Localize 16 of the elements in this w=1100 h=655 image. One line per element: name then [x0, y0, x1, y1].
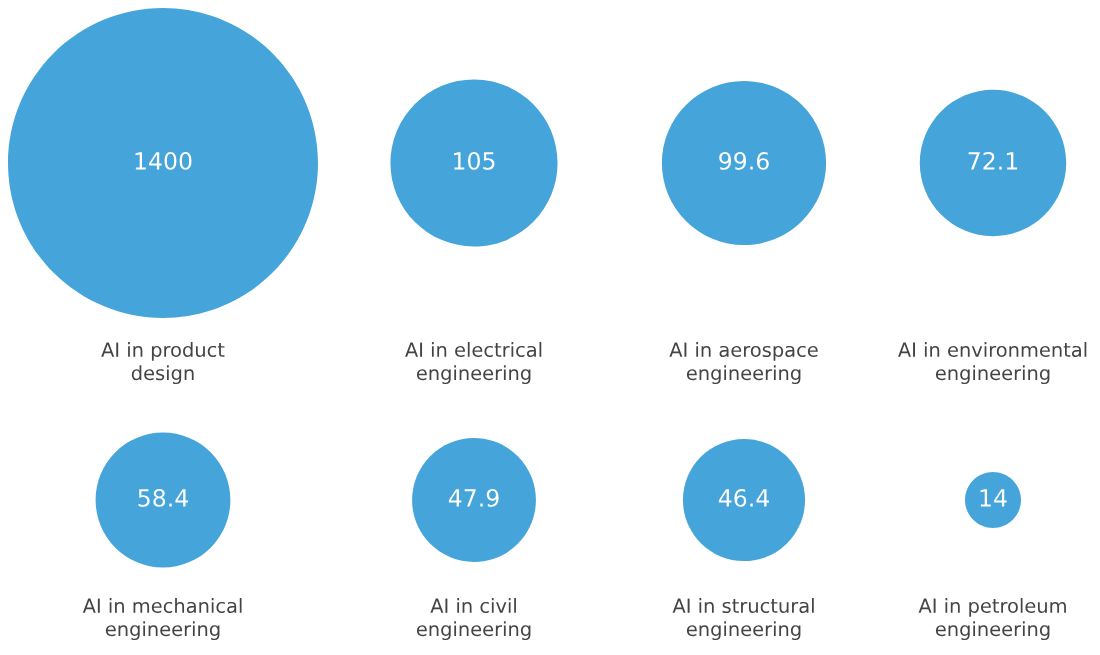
category-label: AI in mechanical engineering [82, 598, 242, 641]
category-label: AI in electrical engineering [405, 342, 542, 385]
category-label: AI in civil engineering [416, 598, 531, 641]
data-label: 72.1 [968, 151, 1018, 170]
data-label: 47.9 [448, 488, 499, 507]
data-label: 14 [980, 489, 1007, 507]
data-label: 1400 [135, 151, 192, 170]
category-label: AI in product design [101, 342, 225, 385]
category-label: AI in structural engineering [672, 598, 814, 641]
data-label: 99.6 [719, 151, 769, 170]
data-label: 58.4 [138, 488, 188, 507]
data-label: 105 [454, 151, 495, 170]
category-label: AI in petroleum engineering [918, 598, 1066, 641]
category-label: AI in aerospace engineering [669, 342, 818, 385]
data-label: 46.4 [718, 488, 769, 507]
category-label: AI in environmental engineering [898, 342, 1087, 385]
